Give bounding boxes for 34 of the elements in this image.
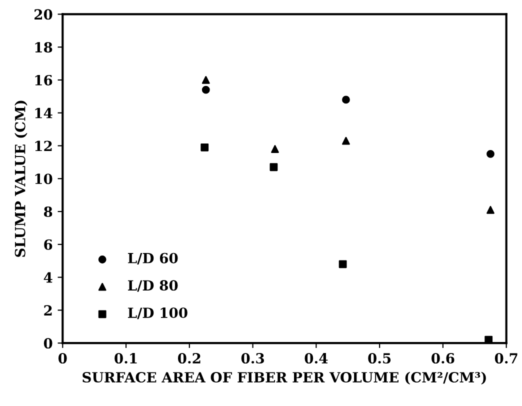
y-tick-label: 8 [44,206,52,217]
y-tick-label: 16 [35,74,52,86]
point [486,206,494,214]
y-tick-label: 20 [34,9,52,20]
y-tick-label: 14 [35,108,52,118]
x-tick-label: 0.4 [304,353,328,364]
point [202,76,210,84]
x-tick-label: 0.5 [368,353,391,364]
point [270,163,278,172]
legend-label: L/D 80 [128,280,178,292]
point [486,150,494,158]
x-axis-title: SURFACE AREA OF FIBER PER VOLUME (CM²/CM³) [82,372,486,385]
x-tick-label: 0 [58,353,67,364]
x-tick-label: 0.3 [241,353,264,364]
point [200,143,209,152]
x-tick-label: 0.6 [432,353,454,364]
y-tick-label: 6 [44,239,52,250]
y-tick-label: 10 [35,174,52,184]
y-tick-label: 12 [35,140,52,152]
point [271,145,279,153]
point [342,96,350,104]
x-tick-label: 0.2 [178,353,200,364]
legend-label: L/D 100 [128,308,188,320]
y-tick-label: 0 [44,338,52,349]
x-tick-label: 0.7 [494,353,518,364]
y-tick-label: 4 [44,272,52,283]
point [202,86,210,94]
x-tick-label: 0.1 [114,353,137,364]
point [338,260,347,268]
y-tick-label: 2 [44,305,52,316]
legend-label: L/D 60 [128,252,178,264]
y-tick-label: 18 [35,42,52,53]
y-axis-title: SLUMP VALUE (CM) [14,100,28,257]
point [342,136,350,145]
